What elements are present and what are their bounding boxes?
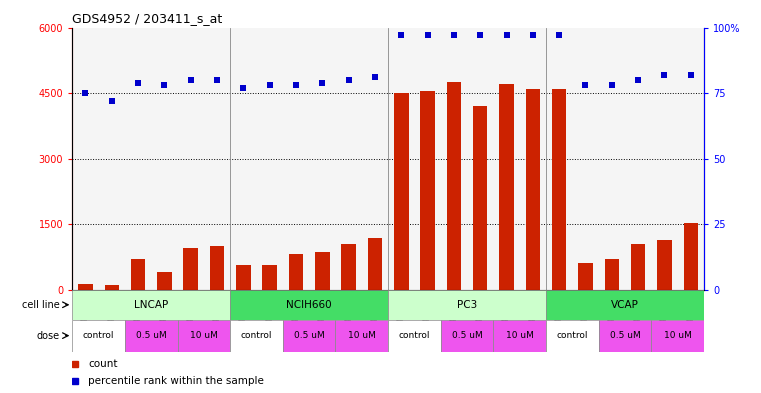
Text: 0.5 uM: 0.5 uM bbox=[294, 331, 324, 340]
Bar bbox=[72, 290, 231, 320]
Text: NCIH660: NCIH660 bbox=[286, 300, 332, 310]
Bar bbox=[658, 240, 672, 290]
Text: percentile rank within the sample: percentile rank within the sample bbox=[88, 376, 264, 386]
Bar bbox=[315, 252, 330, 290]
Point bbox=[447, 32, 460, 39]
Text: count: count bbox=[88, 358, 118, 369]
Bar bbox=[72, 320, 125, 352]
Point bbox=[606, 82, 618, 88]
Bar bbox=[499, 84, 514, 290]
Text: 0.5 uM: 0.5 uM bbox=[136, 331, 167, 340]
Bar bbox=[599, 320, 651, 352]
Bar bbox=[158, 272, 172, 290]
Bar bbox=[388, 320, 441, 352]
Point bbox=[553, 32, 565, 39]
Bar bbox=[388, 290, 546, 320]
Point bbox=[290, 82, 302, 88]
Point bbox=[369, 74, 381, 81]
Bar bbox=[546, 290, 704, 320]
Text: dose: dose bbox=[37, 331, 59, 341]
Text: 0.5 uM: 0.5 uM bbox=[610, 331, 640, 340]
Text: GDS4952 / 203411_s_at: GDS4952 / 203411_s_at bbox=[72, 12, 222, 25]
Bar bbox=[210, 246, 224, 290]
Text: 10 uM: 10 uM bbox=[190, 331, 218, 340]
Text: 10 uM: 10 uM bbox=[664, 331, 692, 340]
Point bbox=[395, 32, 407, 39]
Bar bbox=[104, 285, 119, 290]
Point bbox=[474, 32, 486, 39]
Point bbox=[342, 77, 355, 83]
Point bbox=[685, 72, 697, 78]
Text: cell line: cell line bbox=[22, 300, 59, 310]
Bar bbox=[578, 263, 593, 290]
Bar bbox=[441, 320, 493, 352]
Bar bbox=[78, 285, 93, 290]
Bar bbox=[651, 320, 704, 352]
Bar bbox=[336, 320, 388, 352]
Text: 0.5 uM: 0.5 uM bbox=[452, 331, 482, 340]
Bar bbox=[683, 223, 698, 290]
Bar bbox=[231, 320, 283, 352]
Bar bbox=[604, 259, 619, 290]
Bar bbox=[394, 93, 409, 290]
Point bbox=[658, 72, 670, 78]
Point bbox=[237, 85, 250, 91]
Text: VCAP: VCAP bbox=[611, 300, 639, 310]
Point bbox=[132, 79, 144, 86]
Text: control: control bbox=[83, 331, 114, 340]
Text: control: control bbox=[399, 331, 430, 340]
Bar bbox=[183, 248, 198, 290]
Bar bbox=[552, 89, 566, 290]
Point bbox=[185, 77, 197, 83]
Point bbox=[527, 32, 539, 39]
Text: 10 uM: 10 uM bbox=[506, 331, 533, 340]
Text: control: control bbox=[240, 331, 272, 340]
Bar bbox=[631, 244, 645, 290]
Text: PC3: PC3 bbox=[457, 300, 477, 310]
Point bbox=[211, 77, 223, 83]
Point bbox=[501, 32, 513, 39]
Bar bbox=[177, 320, 230, 352]
Point bbox=[106, 98, 118, 104]
Bar bbox=[546, 320, 599, 352]
Text: control: control bbox=[556, 331, 588, 340]
Bar bbox=[283, 320, 336, 352]
Bar bbox=[342, 244, 356, 290]
Point bbox=[79, 90, 91, 96]
Bar bbox=[236, 264, 250, 290]
Bar bbox=[420, 91, 435, 290]
Point bbox=[632, 77, 645, 83]
Bar bbox=[263, 264, 277, 290]
Bar bbox=[125, 320, 177, 352]
Text: 10 uM: 10 uM bbox=[348, 331, 376, 340]
Bar bbox=[131, 259, 145, 290]
Text: LNCAP: LNCAP bbox=[134, 300, 168, 310]
Bar bbox=[288, 254, 303, 290]
Bar bbox=[493, 320, 546, 352]
Point bbox=[158, 82, 170, 88]
Point bbox=[579, 82, 591, 88]
Point bbox=[422, 32, 434, 39]
Bar bbox=[526, 89, 540, 290]
Point bbox=[263, 82, 275, 88]
Bar bbox=[368, 237, 382, 290]
Bar bbox=[231, 290, 388, 320]
Point bbox=[317, 79, 329, 86]
Bar bbox=[447, 82, 461, 290]
Bar bbox=[473, 106, 488, 290]
